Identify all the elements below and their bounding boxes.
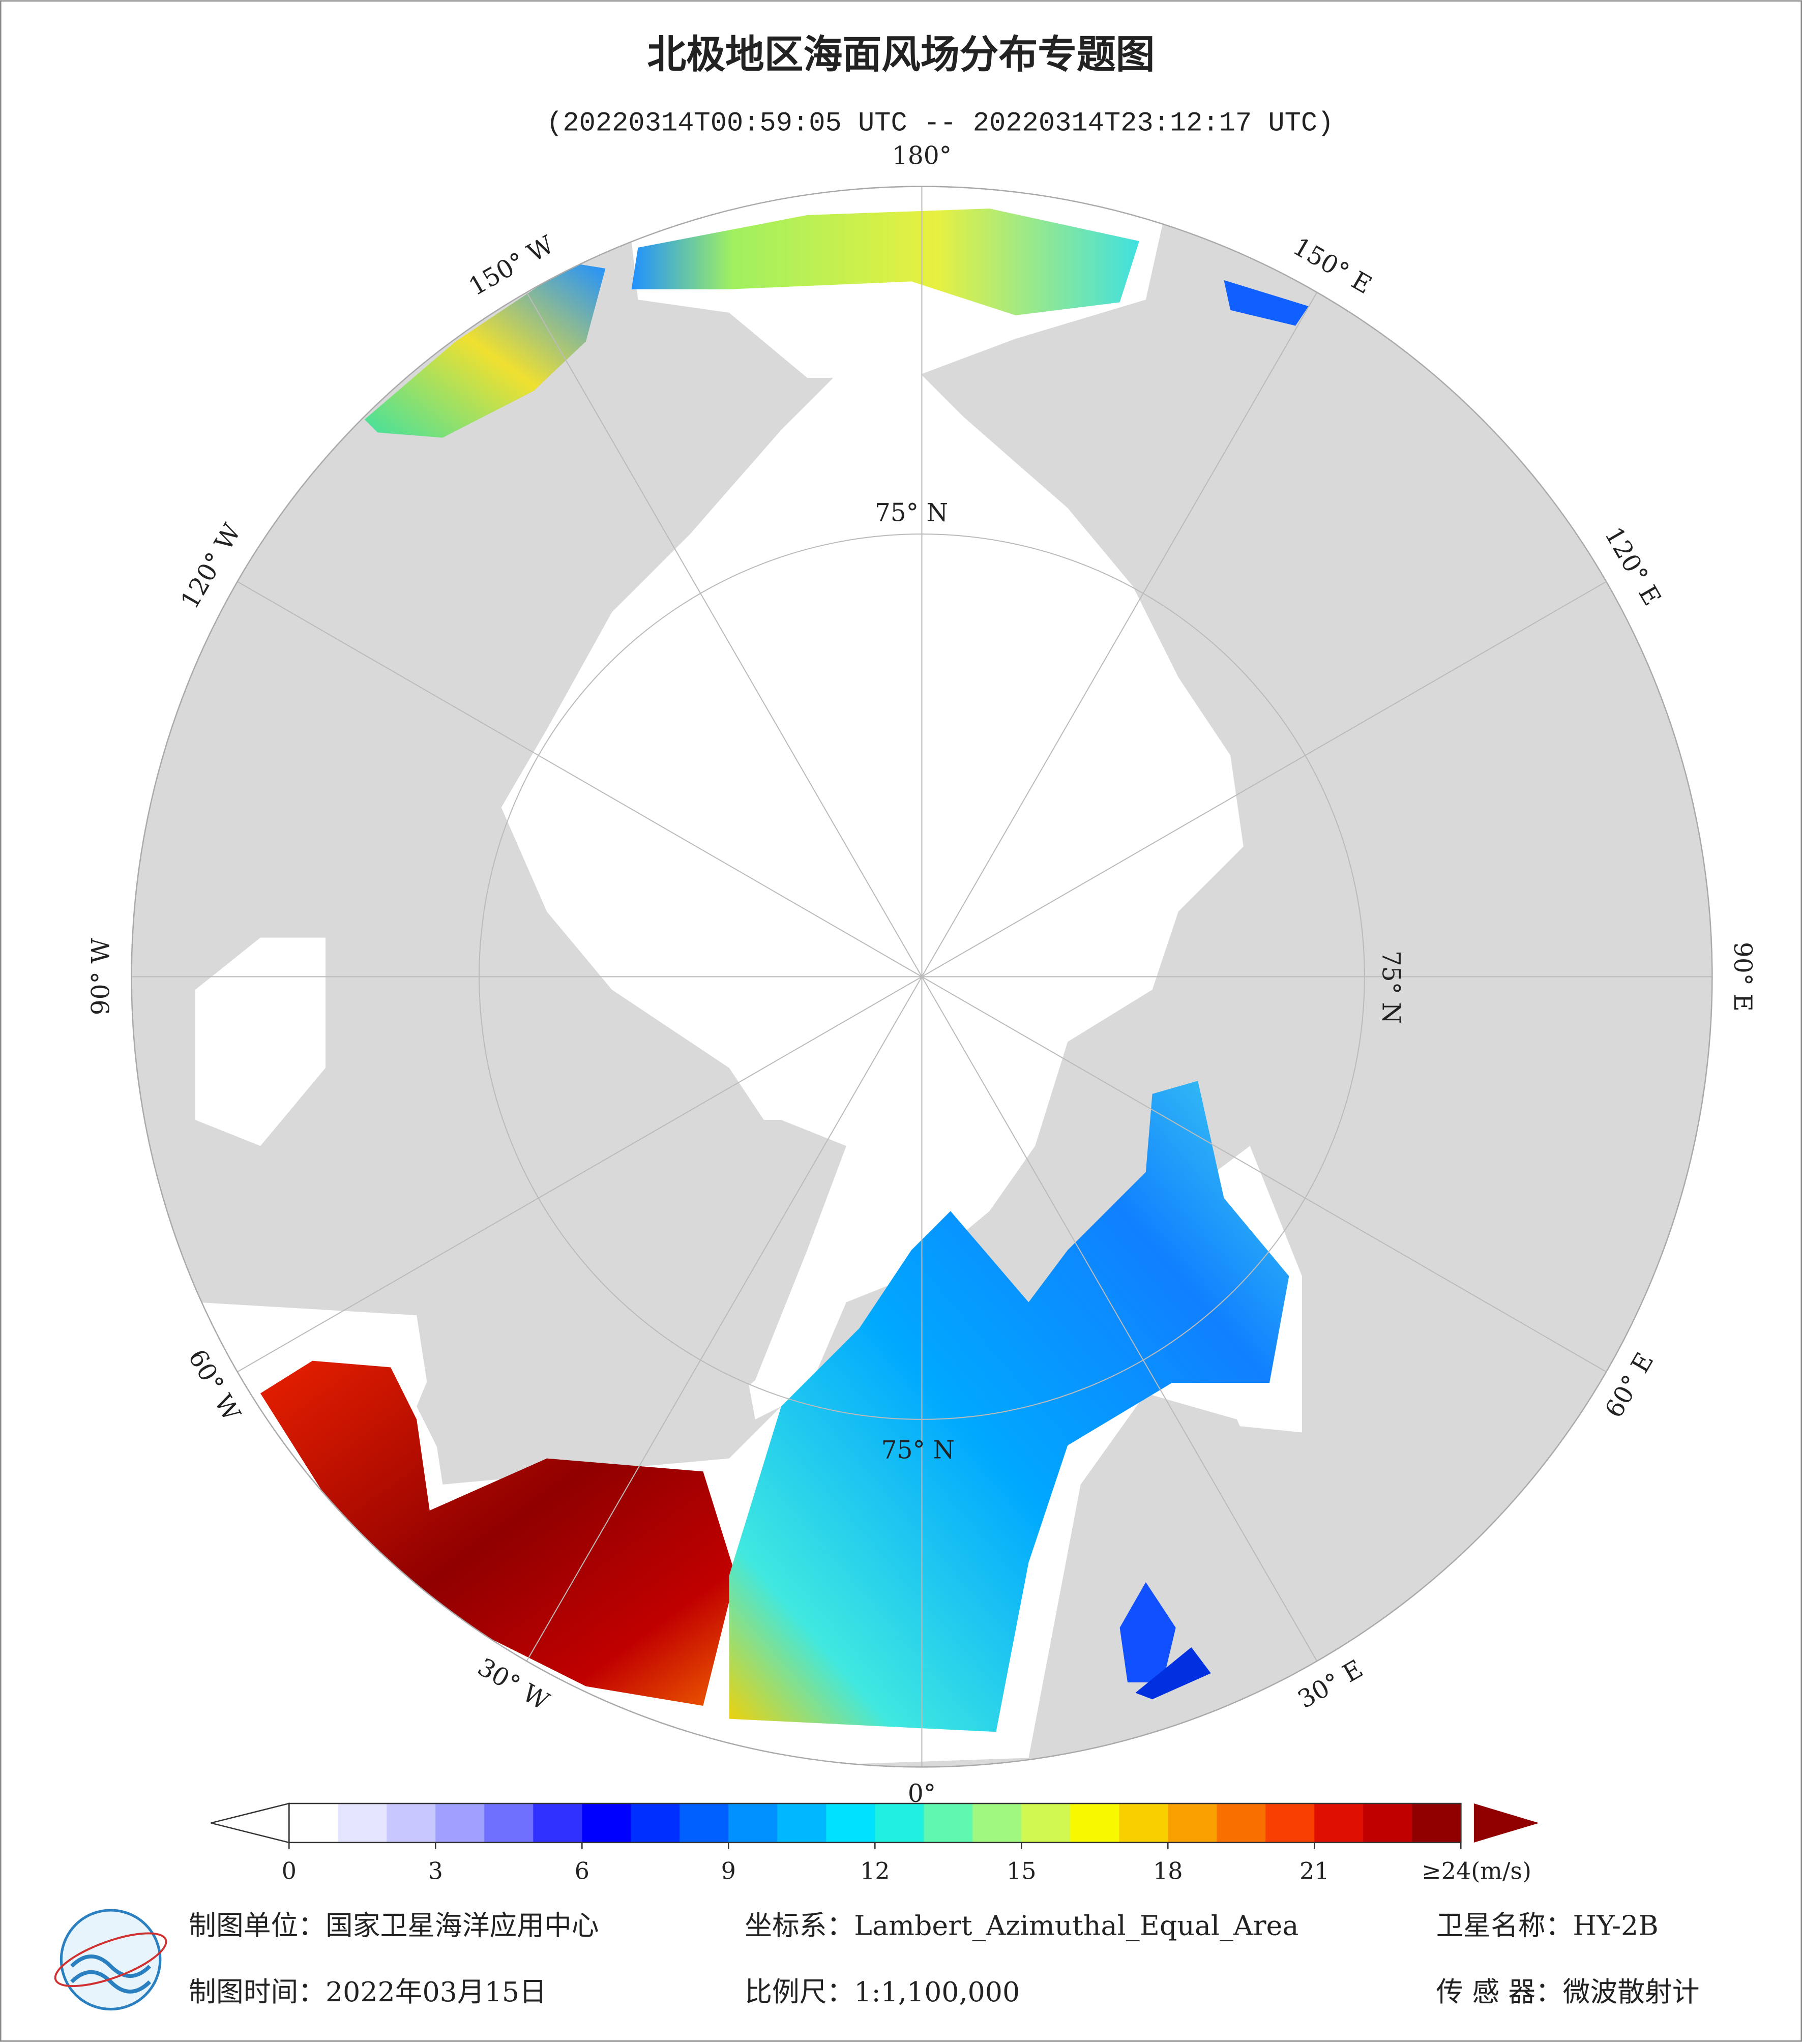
colorbar-tick-label: 12 bbox=[860, 1857, 890, 1885]
colorbar-segment bbox=[1168, 1803, 1218, 1843]
meridian bbox=[921, 581, 1607, 977]
colorbar-segment bbox=[435, 1803, 485, 1843]
footer-date: 制图时间：2022年03月15日 bbox=[189, 1976, 547, 2008]
lat-label: 75° N bbox=[875, 498, 948, 527]
footer-unit: 制图单位：国家卫星海洋应用中心 bbox=[189, 1910, 599, 1942]
colorbar: 0 3 6 9 12 15 18 21 ≥24(m/s) bbox=[211, 1802, 1539, 1885]
colorbar-segment bbox=[338, 1803, 388, 1843]
colorbar-segment bbox=[1021, 1803, 1071, 1843]
colorbar-segment bbox=[582, 1803, 632, 1843]
colorbar-segment bbox=[387, 1803, 436, 1843]
colorbar-segment bbox=[777, 1803, 827, 1843]
wind-patch bbox=[1119, 1582, 1176, 1682]
colorbar-tick-label: 9 bbox=[721, 1857, 736, 1885]
title: 北极地区海面风场分布专题图 bbox=[647, 33, 1155, 78]
colorbar-segment bbox=[289, 1803, 339, 1843]
footer-scale: 比例尺：1:1,100,000 bbox=[745, 1976, 1020, 2008]
meridian bbox=[237, 581, 922, 977]
footer-crs: 坐标系：Lambert_Azimuthal_Equal_Area bbox=[745, 1910, 1298, 1942]
colorbar-segment bbox=[1265, 1803, 1315, 1843]
map bbox=[131, 186, 1712, 1767]
lon-label: 90° E bbox=[1728, 942, 1757, 1012]
wind-patch bbox=[631, 209, 1139, 315]
colorbar-segment bbox=[1363, 1803, 1413, 1843]
colorbar-segment bbox=[826, 1803, 876, 1843]
wind-patch bbox=[1224, 280, 1309, 326]
colorbar-tick-label: 6 bbox=[575, 1857, 589, 1885]
colorbar-segment bbox=[972, 1803, 1022, 1843]
meridian bbox=[921, 976, 1318, 1662]
logo bbox=[54, 1909, 167, 2011]
wind-patch bbox=[260, 1360, 736, 1706]
colorbar-segment bbox=[680, 1803, 729, 1843]
meridian bbox=[526, 292, 923, 977]
colorbar-tick-label: ≥24(m/s) bbox=[1422, 1857, 1531, 1885]
colorbar-min-arrow bbox=[211, 1802, 290, 1844]
colorbar-segment bbox=[533, 1803, 583, 1843]
graticule bbox=[131, 186, 1712, 1767]
colorbar-segment bbox=[1314, 1803, 1364, 1843]
map-border bbox=[131, 186, 1713, 1768]
arctic-ocean bbox=[501, 365, 1244, 1419]
scandinavia bbox=[1041, 1393, 1276, 1719]
colorbar-segment bbox=[924, 1803, 973, 1843]
subtitle: (20220314T00:59:05 UTC -- 20220314T23:12… bbox=[546, 108, 1334, 139]
hudson-bay bbox=[195, 937, 326, 1146]
meridian bbox=[921, 292, 1318, 977]
colorbar-segment bbox=[1412, 1803, 1462, 1843]
footer-sensor: 传 感 器：微波散射计 bbox=[1436, 1976, 1700, 2008]
colorbar-segment bbox=[1119, 1803, 1169, 1843]
meridian bbox=[921, 976, 1607, 1373]
wind-patch bbox=[364, 263, 606, 438]
colorbar-tick-label: 21 bbox=[1299, 1857, 1330, 1885]
colorbar-tick-label: 0 bbox=[282, 1857, 297, 1885]
colorbar-tick-label: 3 bbox=[428, 1857, 443, 1885]
colorbar-max-arrow bbox=[1473, 1803, 1539, 1843]
colorbar-segment bbox=[631, 1803, 681, 1843]
colorbar-segment bbox=[484, 1803, 534, 1843]
colorbar-segment bbox=[1070, 1803, 1120, 1843]
meridian bbox=[237, 976, 922, 1373]
lat-label: 75° N bbox=[1377, 951, 1405, 1024]
greenland bbox=[417, 1120, 846, 1472]
wind-patch bbox=[729, 1081, 1289, 1732]
colorbar-segment bbox=[875, 1803, 925, 1843]
lon-label: 180° bbox=[892, 142, 952, 170]
meridian bbox=[526, 976, 923, 1662]
wind-patch bbox=[1135, 1647, 1211, 1700]
footer-satellite: 卫星名称：HY-2B bbox=[1436, 1910, 1659, 1942]
lat-label: 75° N bbox=[881, 1436, 955, 1465]
colorbar-tick-label: 15 bbox=[1007, 1857, 1037, 1885]
colorbar-segment bbox=[1217, 1803, 1266, 1843]
colorbar-tick-label: 18 bbox=[1153, 1857, 1183, 1885]
colorbar-segment bbox=[728, 1803, 778, 1843]
lon-label: 90° W bbox=[87, 938, 115, 1016]
